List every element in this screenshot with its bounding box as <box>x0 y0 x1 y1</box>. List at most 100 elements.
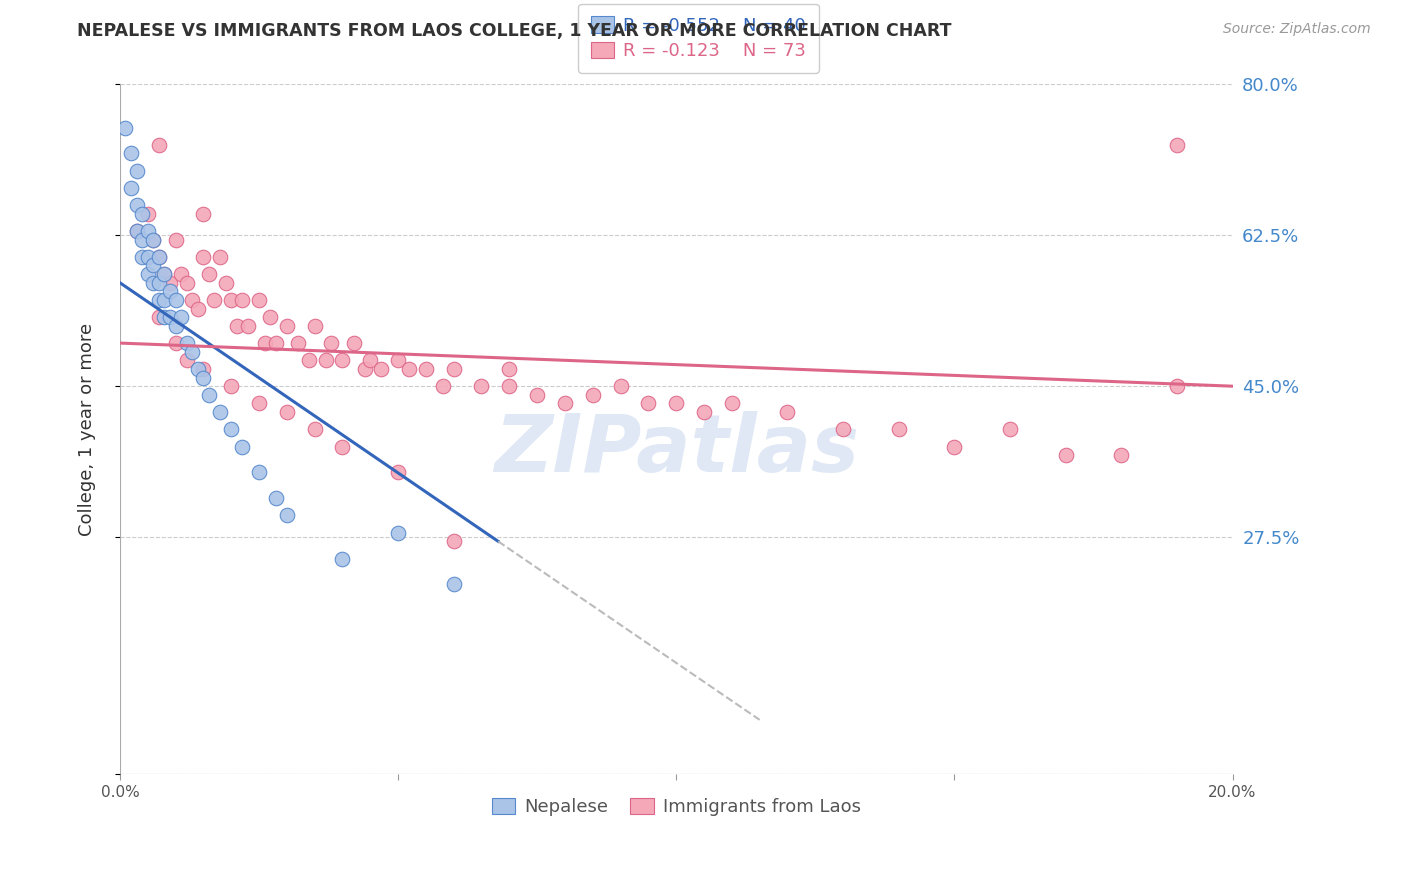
Point <box>176 353 198 368</box>
Point <box>148 137 170 152</box>
Point <box>165 318 187 333</box>
Point <box>247 293 270 307</box>
Text: ZIPatlas: ZIPatlas <box>494 411 859 489</box>
Point <box>181 293 204 307</box>
Point <box>219 293 242 307</box>
Point <box>136 224 159 238</box>
Point <box>253 336 276 351</box>
Point <box>148 276 170 290</box>
Point <box>470 379 492 393</box>
Point <box>443 362 465 376</box>
Point <box>165 336 187 351</box>
Point <box>219 379 242 393</box>
Y-axis label: College, 1 year or more: College, 1 year or more <box>79 323 96 536</box>
Point <box>198 388 221 402</box>
Point <box>637 396 659 410</box>
Point <box>170 267 193 281</box>
Point <box>304 318 326 333</box>
Point <box>398 362 420 376</box>
Point <box>332 551 354 566</box>
Point <box>187 301 209 316</box>
Point <box>181 344 204 359</box>
Point <box>998 422 1021 436</box>
Point <box>208 250 231 264</box>
Point <box>193 207 215 221</box>
Point <box>159 285 181 299</box>
Point <box>165 233 187 247</box>
Point <box>153 267 176 281</box>
Point <box>176 276 198 290</box>
Point <box>1166 137 1188 152</box>
Point <box>776 405 799 419</box>
Point <box>276 405 298 419</box>
Point <box>264 336 287 351</box>
Point <box>432 379 454 393</box>
Point <box>443 577 465 591</box>
Point <box>342 336 364 351</box>
Point <box>321 336 343 351</box>
Point <box>304 422 326 436</box>
Point <box>131 207 153 221</box>
Point <box>120 146 142 161</box>
Point <box>353 362 375 376</box>
Point <box>142 233 165 247</box>
Point <box>370 362 392 376</box>
Text: NEPALESE VS IMMIGRANTS FROM LAOS COLLEGE, 1 YEAR OR MORE CORRELATION CHART: NEPALESE VS IMMIGRANTS FROM LAOS COLLEGE… <box>77 22 952 40</box>
Point <box>136 250 159 264</box>
Point <box>276 318 298 333</box>
Point <box>142 276 165 290</box>
Point <box>1166 379 1188 393</box>
Point <box>214 276 236 290</box>
Point <box>148 310 170 325</box>
Point <box>298 353 321 368</box>
Point <box>153 267 176 281</box>
Point <box>170 310 193 325</box>
Point <box>276 508 298 523</box>
Point <box>165 293 187 307</box>
Point <box>1109 448 1132 462</box>
Point <box>125 163 148 178</box>
Point <box>136 207 159 221</box>
Point <box>159 276 181 290</box>
Point <box>193 370 215 384</box>
Point <box>193 362 215 376</box>
Point <box>526 388 548 402</box>
Point <box>142 233 165 247</box>
Point <box>264 491 287 506</box>
Point <box>176 336 198 351</box>
Point <box>1054 448 1077 462</box>
Point <box>153 293 176 307</box>
Point <box>148 250 170 264</box>
Point <box>159 310 181 325</box>
Point <box>259 310 281 325</box>
Point <box>148 293 170 307</box>
Point <box>125 224 148 238</box>
Point <box>231 293 253 307</box>
Point <box>387 525 409 540</box>
Point <box>219 422 242 436</box>
Point <box>332 440 354 454</box>
Point <box>832 422 855 436</box>
Point <box>231 440 253 454</box>
Point <box>114 120 136 135</box>
Point <box>208 405 231 419</box>
Point <box>247 396 270 410</box>
Point <box>120 181 142 195</box>
Point <box>693 405 716 419</box>
Point <box>204 293 226 307</box>
Point <box>887 422 910 436</box>
Point <box>609 379 631 393</box>
Point <box>332 353 354 368</box>
Point <box>187 362 209 376</box>
Point <box>247 466 270 480</box>
Point <box>387 353 409 368</box>
Point <box>943 440 966 454</box>
Text: Source: ZipAtlas.com: Source: ZipAtlas.com <box>1223 22 1371 37</box>
Point <box>582 388 605 402</box>
Point <box>315 353 337 368</box>
Point <box>554 396 576 410</box>
Point <box>125 224 148 238</box>
Point <box>153 310 176 325</box>
Point <box>498 379 520 393</box>
Point <box>198 267 221 281</box>
